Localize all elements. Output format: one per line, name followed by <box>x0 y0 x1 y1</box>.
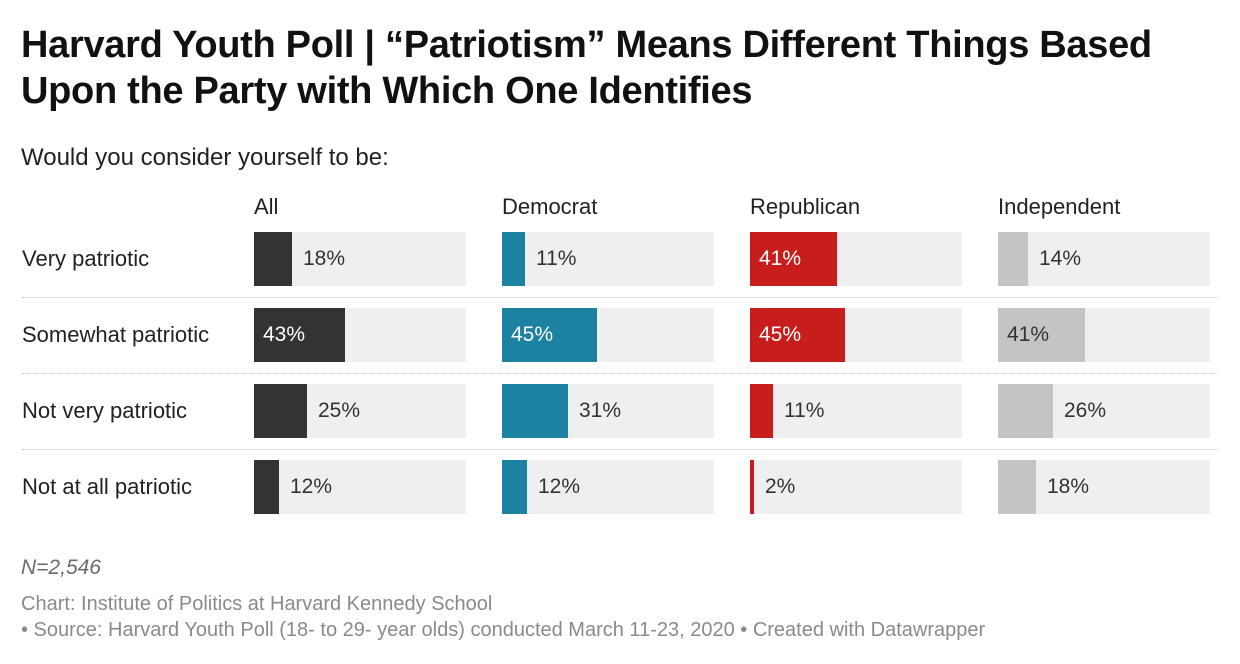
value-label: 12% <box>538 475 581 498</box>
column-header-democrat: Democrat <box>502 194 598 219</box>
value-label: 12% <box>290 475 333 498</box>
bar-republican-somewhat-patriotic <box>750 308 845 362</box>
value-label: 18% <box>303 247 346 270</box>
bar-independent-very-patriotic <box>998 232 1028 286</box>
column-header-all: All <box>254 194 279 219</box>
bar-track: 2% <box>750 460 962 514</box>
value-label: 41% <box>1007 323 1050 346</box>
sample-size-note: N=2,546 <box>21 556 101 579</box>
bar-track: 43% <box>254 308 466 362</box>
bar-track: 26% <box>998 384 1210 438</box>
bar-all-not-at-all-patriotic <box>254 460 279 514</box>
value-label: 11% <box>536 247 577 270</box>
bar-democrat-not-very-patriotic <box>502 384 568 438</box>
bar-track: 31% <box>502 384 714 438</box>
row-separator <box>22 373 1218 374</box>
bar-track: 25% <box>254 384 466 438</box>
chart-title: Harvard Youth Poll | “Patriotism” Means … <box>21 24 1152 112</box>
value-label: 14% <box>1039 247 1082 270</box>
value-label: 25% <box>318 399 361 422</box>
value-label: 41% <box>759 247 802 270</box>
value-label: 18% <box>1047 475 1090 498</box>
bar-track: 12% <box>254 460 466 514</box>
chart-subtitle: Would you consider yourself to be: <box>21 144 389 171</box>
bar-democrat-not-at-all-patriotic <box>502 460 527 514</box>
chart-credit: Chart: Institute of Politics at Harvard … <box>21 593 493 615</box>
row-separator <box>22 297 1218 298</box>
value-label: 2% <box>765 475 796 498</box>
row-label-somewhat-patriotic: Somewhat patriotic <box>22 322 210 347</box>
column-header-independent: Independent <box>998 194 1121 219</box>
bar-democrat-somewhat-patriotic <box>502 308 597 362</box>
bar-all-very-patriotic <box>254 232 292 286</box>
bar-democrat-very-patriotic <box>502 232 525 286</box>
bar-track: 11% <box>502 232 714 286</box>
chart-source: • Source: Harvard Youth Poll (18- to 29-… <box>21 619 986 641</box>
bar-independent-somewhat-patriotic <box>998 308 1085 362</box>
bar-independent-not-at-all-patriotic <box>998 460 1036 514</box>
bar-track: 11% <box>750 384 962 438</box>
value-label: 26% <box>1064 399 1107 422</box>
bar-republican-not-at-all-patriotic <box>750 460 754 514</box>
column-header-republican: Republican <box>750 194 861 219</box>
bar-track: 41% <box>750 232 962 286</box>
row-label-not-at-all-patriotic: Not at all patriotic <box>22 474 192 499</box>
row-separator <box>22 449 1218 450</box>
bar-track: 41% <box>998 308 1210 362</box>
bar-all-somewhat-patriotic <box>254 308 345 362</box>
value-label: 11% <box>784 399 825 422</box>
bar-track: 18% <box>254 232 466 286</box>
value-label: 45% <box>759 323 802 346</box>
value-label: 45% <box>511 323 554 346</box>
bar-all-not-very-patriotic <box>254 384 307 438</box>
bar-track: 12% <box>502 460 714 514</box>
row-label-not-very-patriotic: Not very patriotic <box>22 398 188 423</box>
bar-independent-not-very-patriotic <box>998 384 1053 438</box>
bar-republican-very-patriotic <box>750 232 837 286</box>
value-label: 31% <box>579 399 622 422</box>
row-label-very-patriotic: Very patriotic <box>22 246 150 271</box>
bar-track: 45% <box>502 308 714 362</box>
bar-republican-not-very-patriotic <box>750 384 773 438</box>
bar-track: 18% <box>998 460 1210 514</box>
bar-track: 14% <box>998 232 1210 286</box>
value-label: 43% <box>263 323 306 346</box>
bar-track: 45% <box>750 308 962 362</box>
